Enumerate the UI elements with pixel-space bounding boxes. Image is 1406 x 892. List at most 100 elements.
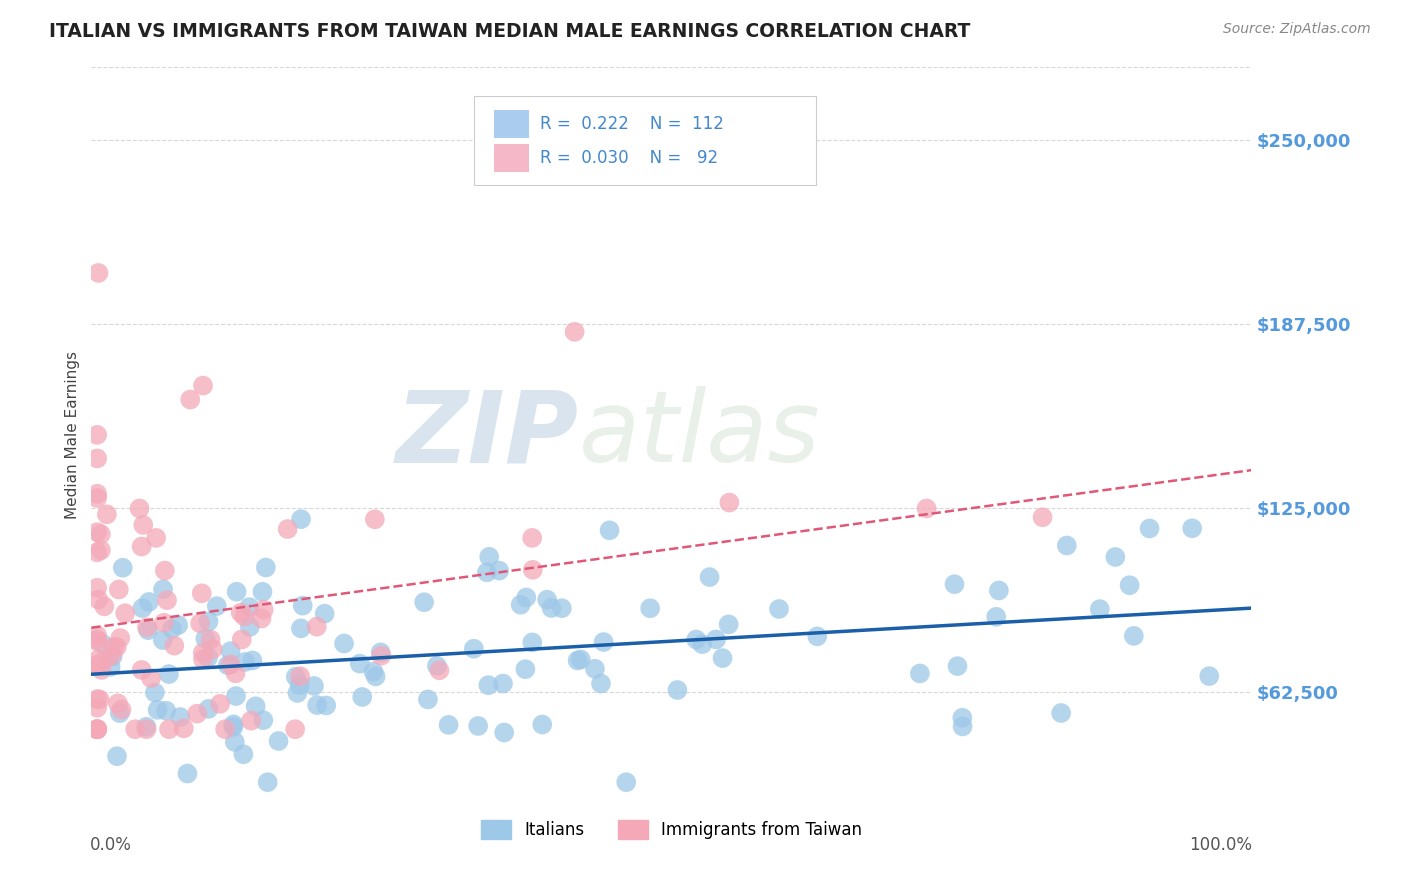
Point <box>167 618 190 632</box>
Point <box>699 570 721 584</box>
Point <box>370 645 392 659</box>
Point <box>153 615 176 630</box>
Point <box>522 563 544 577</box>
Point <box>225 666 247 681</box>
Point <box>284 670 307 684</box>
Point <box>467 719 489 733</box>
Point <box>143 685 166 699</box>
Point <box>638 601 661 615</box>
Point <box>987 583 1010 598</box>
Point <box>915 501 938 516</box>
Point <box>567 653 589 667</box>
Point <box>413 595 436 609</box>
Point <box>86 451 108 466</box>
Point <box>131 601 153 615</box>
Point <box>250 611 273 625</box>
Point <box>132 517 155 532</box>
Point <box>315 698 337 713</box>
Point <box>288 678 311 692</box>
Point <box>494 725 516 739</box>
Point <box>135 720 157 734</box>
Point <box>107 697 129 711</box>
Point <box>569 652 592 666</box>
Point <box>197 615 219 629</box>
Point <box>86 525 108 540</box>
Point <box>768 602 790 616</box>
Point <box>225 689 247 703</box>
Text: Source: ZipAtlas.com: Source: ZipAtlas.com <box>1223 22 1371 37</box>
Point <box>205 599 228 614</box>
Point <box>152 633 174 648</box>
Point <box>614 775 637 789</box>
Point <box>256 775 278 789</box>
Point <box>191 652 214 666</box>
Point <box>169 710 191 724</box>
Point <box>589 676 612 690</box>
Point <box>176 766 198 780</box>
Point <box>136 623 159 637</box>
Point <box>284 723 307 737</box>
Point <box>222 717 245 731</box>
Point <box>131 540 153 554</box>
Text: 100.0%: 100.0% <box>1189 836 1253 854</box>
Text: R =  0.030    N =   92: R = 0.030 N = 92 <box>540 149 718 167</box>
Point <box>86 487 108 501</box>
Point <box>302 679 325 693</box>
Point <box>477 678 499 692</box>
Point <box>157 667 180 681</box>
Point <box>1088 602 1111 616</box>
Point <box>110 702 132 716</box>
Point <box>492 676 515 690</box>
Point <box>290 669 312 683</box>
Point <box>478 549 501 564</box>
Point <box>190 586 212 600</box>
Point <box>1118 578 1140 592</box>
Point <box>233 655 256 669</box>
Point <box>131 663 153 677</box>
Point <box>520 531 543 545</box>
Point <box>908 666 931 681</box>
Point <box>239 620 262 634</box>
Point <box>188 616 211 631</box>
Point <box>252 713 274 727</box>
Point <box>191 646 214 660</box>
Point <box>690 637 713 651</box>
Point <box>1056 539 1078 553</box>
Point <box>225 584 247 599</box>
Point <box>240 714 263 728</box>
Point <box>806 629 828 643</box>
Point <box>536 592 558 607</box>
Point <box>1181 521 1204 535</box>
Point <box>209 697 232 711</box>
Point <box>475 566 498 580</box>
Point <box>352 690 374 704</box>
Point <box>946 659 969 673</box>
Point <box>1122 629 1144 643</box>
Point <box>666 683 689 698</box>
Point <box>233 609 256 624</box>
Point <box>254 560 277 574</box>
Legend: Italians, Immigrants from Taiwan: Italians, Immigrants from Taiwan <box>474 814 869 846</box>
Point <box>179 392 201 407</box>
Point <box>86 628 108 642</box>
Point <box>711 651 734 665</box>
Point <box>86 428 108 442</box>
Point <box>87 592 110 607</box>
Point <box>363 665 385 679</box>
Point <box>89 692 111 706</box>
Point <box>152 582 174 597</box>
Point <box>232 747 254 762</box>
Point <box>986 609 1008 624</box>
Point <box>231 632 253 647</box>
Point <box>242 653 264 667</box>
Point <box>153 564 176 578</box>
Point <box>100 660 122 674</box>
Point <box>307 698 329 712</box>
Point <box>108 582 131 597</box>
Point <box>515 591 537 605</box>
Point <box>564 325 586 339</box>
Point <box>427 664 450 678</box>
Point <box>333 636 356 650</box>
Y-axis label: Median Male Earnings: Median Male Earnings <box>65 351 80 519</box>
Point <box>86 658 108 673</box>
